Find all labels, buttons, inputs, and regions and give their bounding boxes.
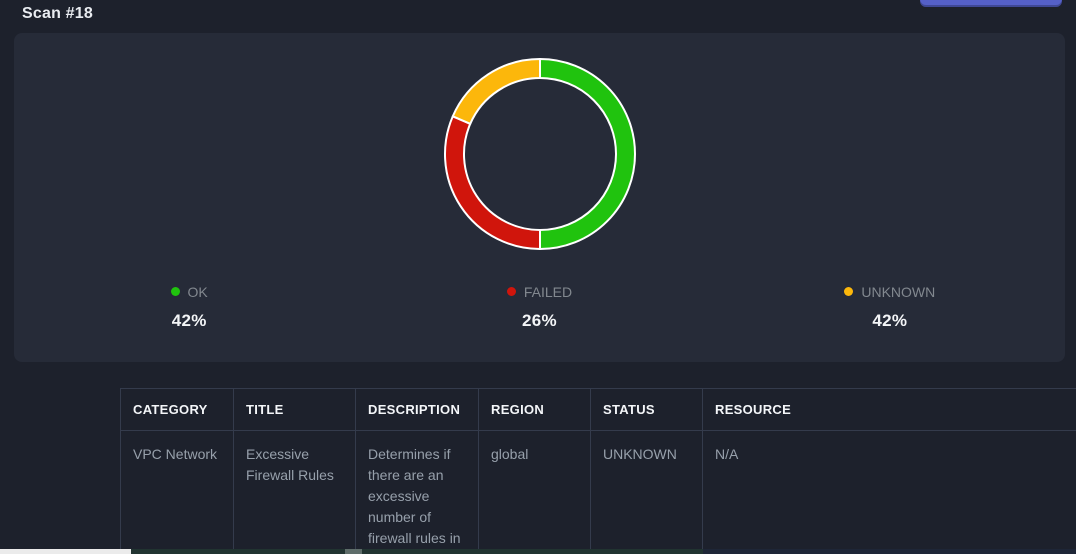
donut-segment-ok[interactable] [539,58,636,250]
donut-segment-unknown[interactable] [451,58,541,125]
cell-region: global [478,430,591,554]
table-row: VPC Network Excessive Firewall Rules Det… [120,430,1076,554]
navy-segment [703,549,1076,554]
legend-item-ok: OK 42% [14,283,364,331]
legend-item-failed: FAILED 26% [364,283,714,331]
column-header-category: CATEGORY [120,388,234,431]
findings-table: CATEGORY TITLE DESCRIPTION REGION STATUS… [120,388,1076,554]
teal-dark-segment [362,549,703,554]
light-segment [0,549,131,554]
cell-resource: N/A [702,430,1076,554]
legend-toggle-failed[interactable]: FAILED [506,283,573,300]
scan-summary-panel: OK 42% FAILED 26% UNKNOWN 42% [14,33,1065,362]
column-header-resource: RESOURCE [702,388,1076,431]
column-header-title: TITLE [233,388,356,431]
legend-label-ok: OK [187,283,208,300]
legend-label-failed: FAILED [523,283,573,300]
primary-action-button[interactable] [920,0,1062,7]
cell-title: Excessive Firewall Rules [233,430,356,554]
legend-toggle-unknown[interactable]: UNKNOWN [844,284,935,300]
bottom-edge-strip [0,549,1076,554]
ok-dot-icon [170,287,180,296]
column-header-status: STATUS [590,388,703,431]
legend-item-unknown: UNKNOWN 42% [715,283,1065,331]
page-title: Scan #18 [22,5,93,22]
donut-segment-failed[interactable] [443,115,541,250]
failed-percentage: 26% [522,311,557,330]
ok-percentage: 42% [171,311,207,330]
chart-legend: OK 42% FAILED 26% UNKNOWN 42% [14,283,1065,331]
cell-description: Determines if there are an excessive num… [355,430,479,554]
cell-status: UNKNOWN [590,430,703,554]
donut-chart[interactable] [440,54,640,254]
unknown-percentage: 42% [872,311,908,330]
table-header-row: CATEGORY TITLE DESCRIPTION REGION STATUS… [120,388,1076,431]
failed-dot-icon [506,287,516,296]
top-bar: Scan #18 [0,0,1076,33]
teal-dark-segment [131,549,345,554]
column-header-description: DESCRIPTION [355,388,479,431]
teal-light-segment [345,549,362,554]
cell-category: VPC Network [120,430,234,554]
legend-label-unknown: UNKNOWN [861,283,936,300]
unknown-dot-icon [844,287,854,296]
column-header-region: REGION [478,388,591,431]
legend-toggle-ok[interactable]: OK [170,283,208,300]
